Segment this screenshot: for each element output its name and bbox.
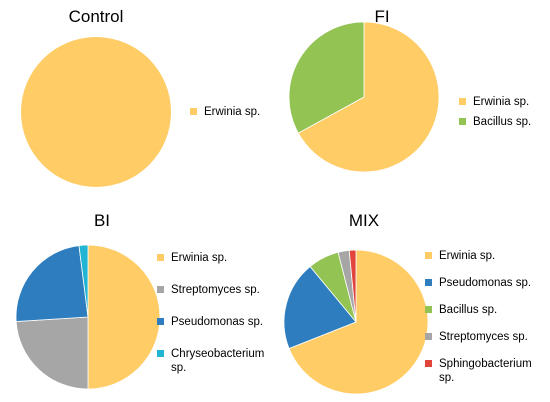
- legend-label: Erwinia sp.: [204, 106, 260, 118]
- legend-swatch: [459, 98, 466, 105]
- legend-label: Erwinia sp.: [439, 250, 495, 262]
- legend-label: Pseudomonas sp.: [171, 316, 263, 328]
- legend-item: Erwinia sp.: [425, 250, 495, 262]
- pie-slice: [78, 244, 89, 318]
- pie-slice: [15, 245, 89, 322]
- legend-item: Erwinia sp.: [459, 96, 529, 108]
- pie-panel-0: Control Erwinia sp.: [21, 7, 260, 187]
- legend-swatch: [157, 254, 164, 261]
- legend-swatch: [425, 279, 432, 286]
- legend-label: Erwinia sp.: [171, 252, 227, 264]
- pie-slice: [348, 249, 357, 323]
- legend-label: Streptomyces sp.: [171, 284, 260, 296]
- pie-slice: [288, 249, 429, 395]
- chart-title: BI: [94, 211, 110, 230]
- legend-swatch: [459, 118, 466, 125]
- legend-label: Erwinia sp.: [473, 96, 529, 108]
- pie-slice: [21, 37, 171, 187]
- legend-item: Sphingobacterium sp.: [425, 358, 532, 384]
- legend-swatch: [157, 286, 164, 293]
- legend-item: Erwinia sp.: [190, 106, 260, 118]
- legend-item: Pseudomonas sp.: [157, 316, 263, 328]
- pie-panel-3: MIX Erwinia sp. Pseudomonas sp. Bacillus sp…: [283, 211, 532, 395]
- legend-swatch: [425, 306, 432, 313]
- legend-label: Bacillus sp.: [473, 116, 531, 128]
- pie-slice: [87, 244, 161, 390]
- legend-label: Streptomyces sp.: [439, 331, 528, 343]
- pie-panel-1: FI Erwinia sp. Bacillus sp.: [288, 7, 531, 173]
- legend-swatch: [157, 350, 164, 357]
- legend-item: Erwinia sp.: [157, 252, 227, 264]
- chart-title: Control: [69, 7, 124, 26]
- legend-item: Bacillus sp.: [459, 116, 531, 128]
- legend-label: Sphingobacterium sp.: [439, 358, 532, 384]
- legend-swatch: [425, 333, 432, 340]
- legend-label: Pseudomonas sp.: [439, 277, 531, 289]
- legend-label: Bacillus sp.: [439, 304, 497, 316]
- pie-panel-2: BI Erwinia sp. Streptomyces sp. Pseudomonas…: [15, 211, 264, 390]
- chart-title: FI: [374, 7, 389, 26]
- legend-item: Chryseobacterium sp.: [157, 348, 264, 374]
- chart-title: MIX: [349, 211, 379, 230]
- legend-item: Streptomyces sp.: [157, 284, 260, 296]
- legend-swatch: [425, 360, 432, 367]
- legend-item: Pseudomonas sp.: [425, 277, 531, 289]
- legend-swatch: [157, 318, 164, 325]
- pie-slice: [288, 21, 365, 134]
- legend-swatch: [425, 252, 432, 259]
- legend-item: Streptomyces sp.: [425, 331, 528, 343]
- legend-item: Bacillus sp.: [425, 304, 497, 316]
- pie-slice: [15, 316, 89, 390]
- legend-label: Chryseobacterium sp.: [171, 348, 264, 374]
- pie-slice: [283, 265, 357, 350]
- legend-swatch: [190, 108, 197, 115]
- pie-slice: [297, 21, 440, 173]
